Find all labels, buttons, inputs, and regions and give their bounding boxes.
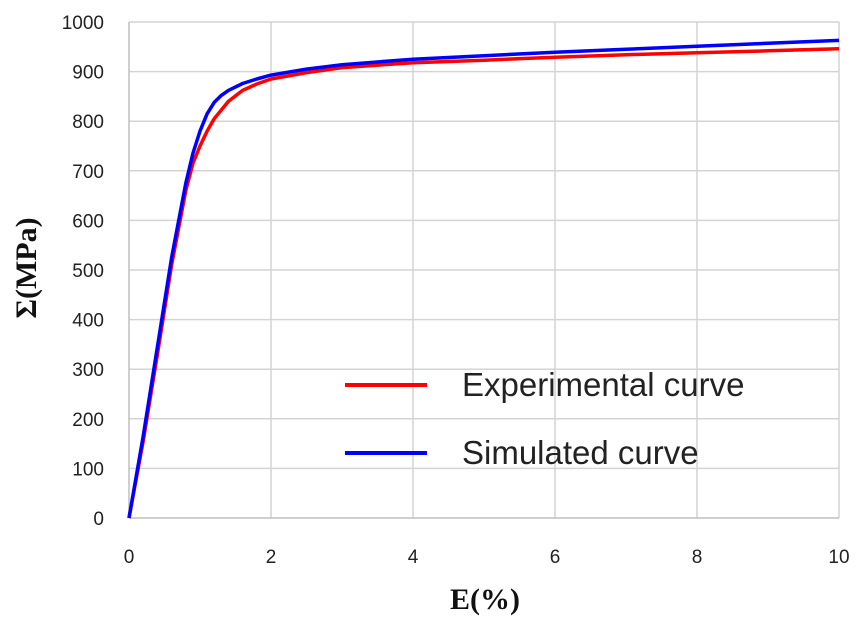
x-tick-label: 6 [550, 547, 561, 568]
y-tick-label: 900 [72, 63, 104, 84]
gridlines [129, 21, 840, 518]
y-tick-label: 800 [72, 112, 104, 133]
x-tick-label: 0 [124, 547, 135, 568]
legend-label-experimental: Experimental curve [462, 366, 744, 403]
y-tick-label: 200 [72, 410, 104, 431]
y-axis-title: Σ(MPa) [10, 217, 43, 318]
x-axis-title: E(%) [450, 583, 520, 616]
tick-labels: 0 100 200 300 400 500 600 700 800 900 1000 0 2 4 6 8 10 [62, 13, 850, 568]
y-tick-label: 1000 [62, 13, 104, 34]
y-tick-label: 400 [72, 311, 104, 332]
y-tick-label: 0 [93, 509, 104, 530]
simulated-curve-line [127, 38, 840, 519]
x-tick-label: 4 [408, 547, 419, 568]
series-lines [127, 38, 840, 519]
y-tick-label: 700 [72, 162, 104, 183]
y-tick-label: 300 [72, 360, 104, 381]
legend-label-simulated: Simulated curve [462, 434, 699, 471]
legend: Experimental curve Simulated curve [345, 366, 744, 471]
x-tick-label: 10 [828, 547, 849, 568]
y-tick-label: 600 [72, 211, 104, 232]
y-tick-label: 500 [72, 261, 104, 282]
x-tick-label: 2 [266, 547, 277, 568]
y-tick-label: 100 [72, 459, 104, 480]
x-tick-label: 8 [692, 547, 703, 568]
axes [128, 22, 839, 519]
